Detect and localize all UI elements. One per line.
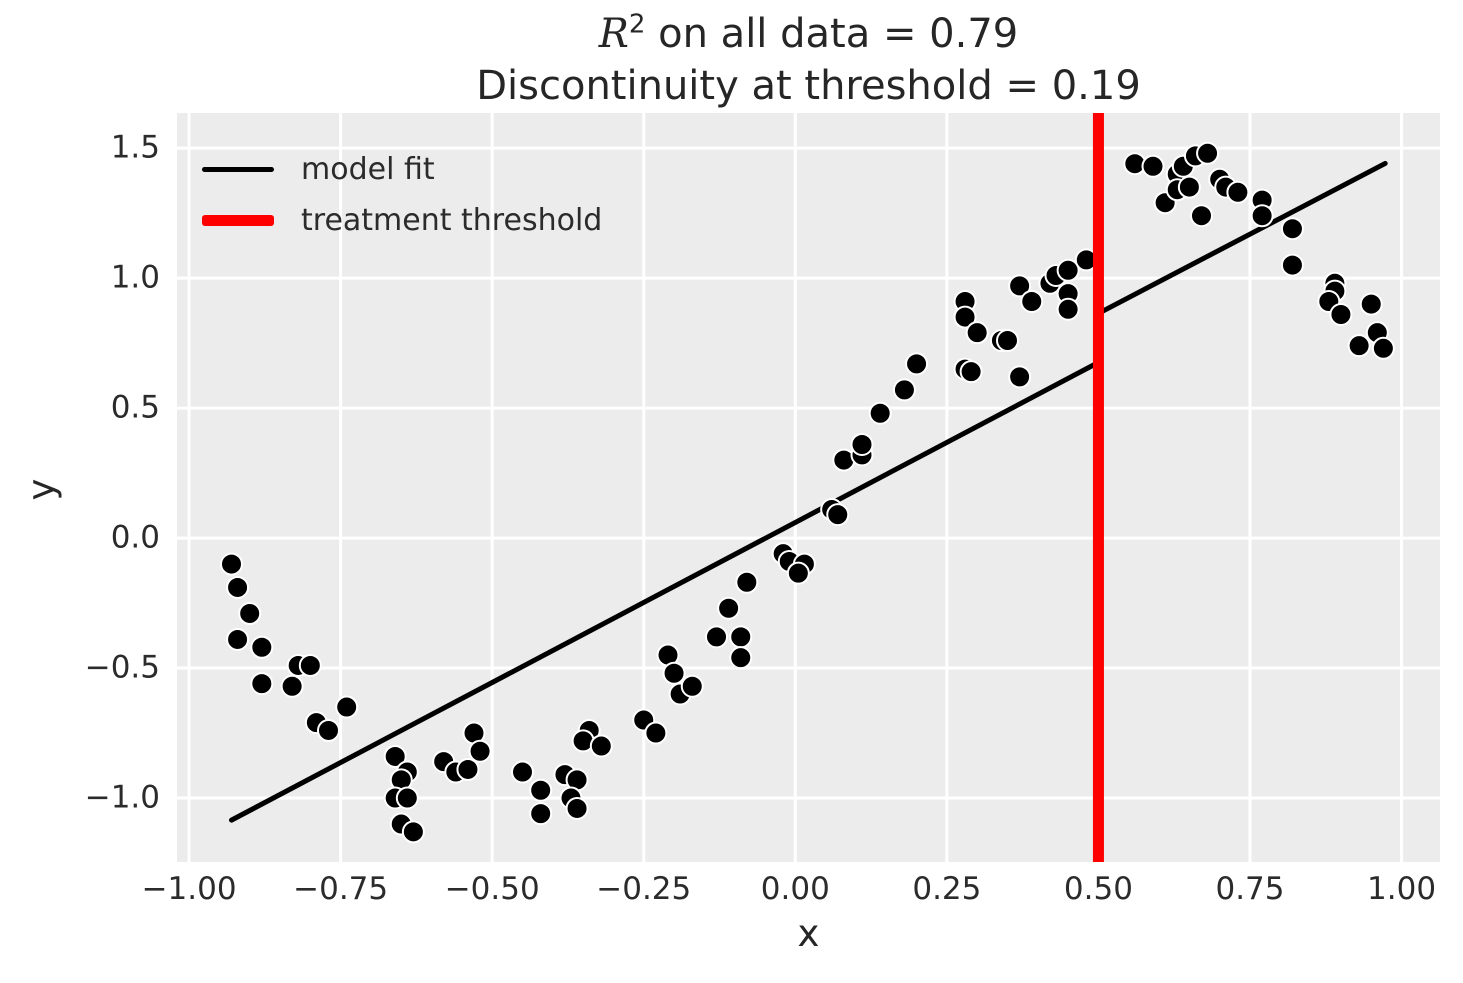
- data-point: [850, 432, 874, 456]
- data-point: [298, 653, 322, 677]
- legend-item-treatment-threshold: treatment threshold: [202, 195, 602, 246]
- x-tick-label: −0.50: [444, 871, 540, 907]
- data-point: [1280, 217, 1304, 241]
- y-tick-label: −1.0: [84, 779, 160, 816]
- data-point: [905, 352, 929, 376]
- data-point: [335, 695, 359, 719]
- x-tick-label: −0.25: [596, 871, 692, 907]
- data-point: [511, 760, 535, 784]
- data-point: [1329, 302, 1353, 326]
- x-tick-label: 0.75: [1215, 871, 1285, 907]
- data-point: [1347, 334, 1371, 358]
- data-point: [786, 561, 810, 585]
- data-point: [959, 360, 983, 384]
- data-point: [729, 646, 753, 670]
- data-point: [529, 802, 553, 826]
- data-point: [705, 625, 729, 649]
- x-tick-label: 0.00: [760, 871, 830, 907]
- data-point: [1141, 154, 1165, 178]
- legend-label-treatment-threshold: treatment threshold: [301, 203, 603, 238]
- data-point: [1190, 204, 1214, 228]
- data-point: [1008, 365, 1032, 389]
- plot-title-line1: R2 on all data = 0.79: [177, 10, 1440, 58]
- data-point: [965, 321, 989, 345]
- data-point: [401, 820, 425, 844]
- data-point: [468, 739, 492, 763]
- data-point: [717, 596, 741, 620]
- data-point: [565, 796, 589, 820]
- data-point: [280, 674, 304, 698]
- data-point: [1056, 258, 1080, 282]
- data-point: [826, 503, 850, 527]
- data-point: [250, 672, 274, 696]
- y-tick-label: 0.0: [110, 519, 160, 556]
- data-point: [383, 744, 407, 768]
- y-tick-label: −0.5: [84, 649, 160, 686]
- data-point: [868, 401, 892, 425]
- data-point: [735, 570, 759, 594]
- r-squared-symbol: R: [598, 11, 629, 57]
- data-point: [1196, 141, 1220, 165]
- data-point: [1359, 292, 1383, 316]
- y-tick-label: 1.5: [110, 129, 160, 166]
- data-point: [729, 625, 753, 649]
- data-point: [1020, 289, 1044, 313]
- x-axis-label: x: [797, 912, 820, 955]
- data-point: [680, 674, 704, 698]
- data-point: [1226, 180, 1250, 204]
- data-point: [662, 661, 686, 685]
- data-point: [529, 778, 553, 802]
- data-point: [220, 552, 244, 576]
- data-point: [226, 627, 250, 651]
- x-tick-label: 0.25: [912, 871, 982, 907]
- data-point: [589, 734, 613, 758]
- title-line1-text: on all data = 0.79: [645, 11, 1019, 57]
- data-point: [1280, 253, 1304, 277]
- x-tick-label: 0.50: [1063, 871, 1133, 907]
- data-point: [953, 305, 977, 329]
- data-point: [1371, 336, 1395, 360]
- y-tick-label: 1.0: [110, 259, 160, 296]
- r-squared-exponent: 2: [628, 9, 646, 40]
- legend: model fit treatment threshold: [202, 144, 602, 246]
- data-point: [250, 635, 274, 659]
- x-tick-label: −1.00: [141, 871, 237, 907]
- legend-item-model-fit: model fit: [202, 144, 602, 195]
- data-point: [1250, 204, 1274, 228]
- data-point: [238, 601, 262, 625]
- data-point: [395, 786, 419, 810]
- x-tick-label: −0.75: [293, 871, 389, 907]
- y-tick-label: 0.5: [110, 389, 160, 426]
- data-point: [1177, 175, 1201, 199]
- data-point: [226, 575, 250, 599]
- data-point: [456, 757, 480, 781]
- treatment-threshold-line-sample: [202, 215, 274, 226]
- data-point: [1056, 297, 1080, 321]
- data-point: [1008, 274, 1032, 298]
- data-point: [996, 328, 1020, 352]
- legend-label-model-fit: model fit: [301, 152, 435, 187]
- x-tick-label: 1.00: [1367, 871, 1437, 907]
- data-point: [644, 721, 668, 745]
- data-point: [892, 378, 916, 402]
- data-point: [317, 718, 341, 742]
- model-fit-line-sample: [202, 167, 274, 172]
- y-axis-label: y: [19, 478, 63, 501]
- plot-title-line2: Discontinuity at threshold = 0.19: [476, 63, 1141, 109]
